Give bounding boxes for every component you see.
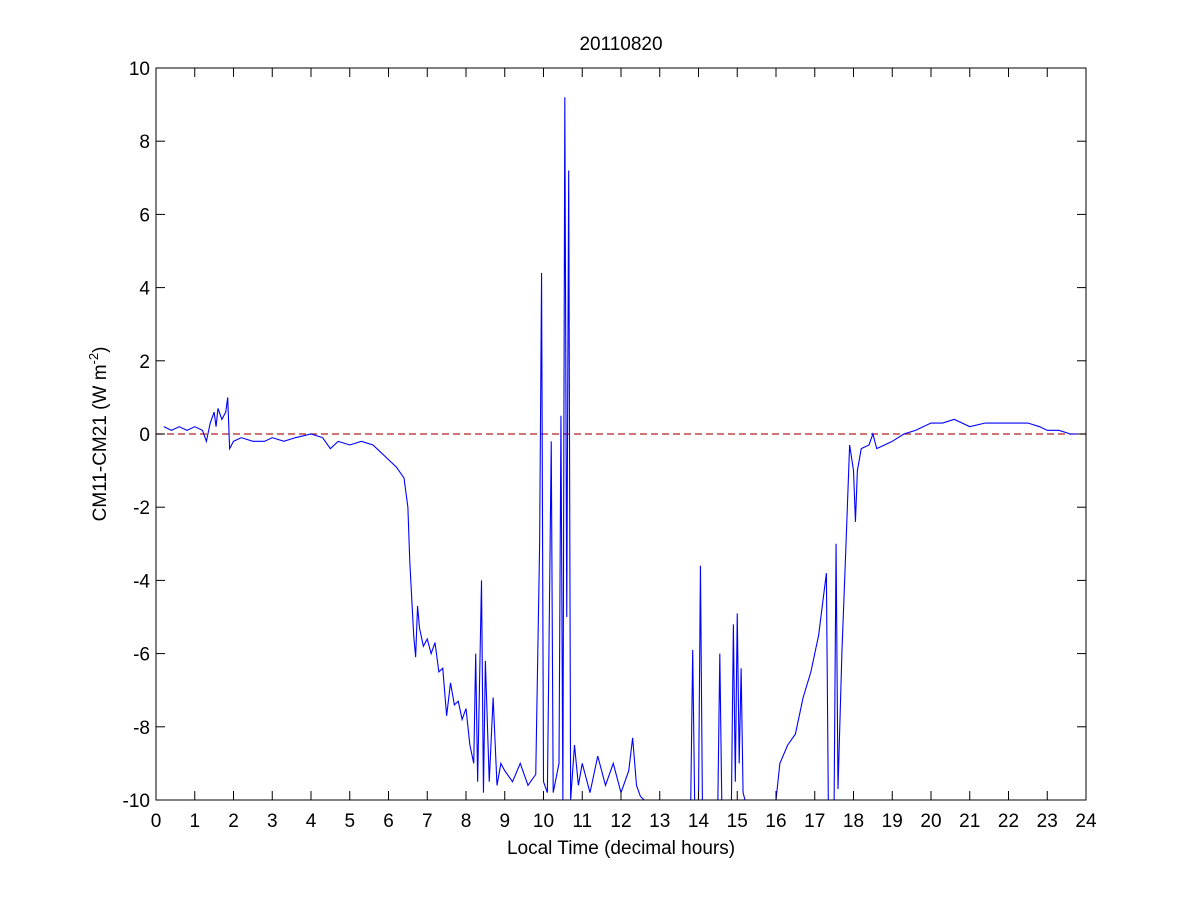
x-tick-label: 21 <box>959 811 980 832</box>
data-line <box>163 97 1086 800</box>
x-tick-label: 3 <box>267 811 278 832</box>
x-tick-label: 15 <box>727 811 748 832</box>
x-tick-label: 1 <box>189 811 200 832</box>
y-tick-label: 4 <box>139 279 150 300</box>
y-tick-label: -6 <box>133 645 150 666</box>
x-tick-label: 20 <box>920 811 941 832</box>
x-tick-label: 9 <box>499 811 510 832</box>
y-tick-label: 10 <box>129 59 150 80</box>
x-tick-label: 12 <box>610 811 631 832</box>
y-tick-label: -10 <box>123 791 150 812</box>
x-tick-label: 19 <box>882 811 903 832</box>
x-tick-label: 4 <box>306 811 317 832</box>
x-tick-label: 7 <box>422 811 433 832</box>
x-tick-label: 17 <box>804 811 825 832</box>
x-tick-label: 23 <box>1037 811 1058 832</box>
x-tick-label: 14 <box>688 811 710 832</box>
plot-area <box>156 97 1086 800</box>
y-axis-label-sup: -2 <box>86 353 101 365</box>
y-tick-label: -4 <box>133 571 150 592</box>
x-tick-label: 10 <box>533 811 554 832</box>
y-tick-label: 6 <box>139 205 150 226</box>
x-tick-label: 13 <box>649 811 670 832</box>
x-axis-label: Local Time (decimal hours) <box>507 838 735 859</box>
y-axis-label: CM11-CM21 (W m-2) <box>86 347 111 522</box>
y-tick-label: -8 <box>133 718 150 739</box>
chart-title: 20110820 <box>579 34 662 55</box>
y-axis-label-main: CM11-CM21 (W m <box>90 364 111 521</box>
y-axis-label-end: ) <box>90 347 111 353</box>
x-tick-label: 6 <box>383 811 394 832</box>
y-tick-label: -2 <box>133 498 150 519</box>
y-tick-label: 2 <box>139 352 150 373</box>
x-tick-label: 22 <box>998 811 1019 832</box>
y-tick-label: 0 <box>139 425 150 446</box>
x-tick-label: 18 <box>843 811 864 832</box>
x-tick-label: 0 <box>151 811 162 832</box>
x-tick-label: 2 <box>228 811 239 832</box>
x-tick-label: 5 <box>344 811 355 832</box>
x-tick-label: 11 <box>572 811 592 832</box>
x-tick-label: 24 <box>1075 811 1097 832</box>
y-tick-label: 8 <box>139 132 150 153</box>
x-tick-label: 8 <box>461 811 472 832</box>
x-tick-label: 16 <box>765 811 786 832</box>
